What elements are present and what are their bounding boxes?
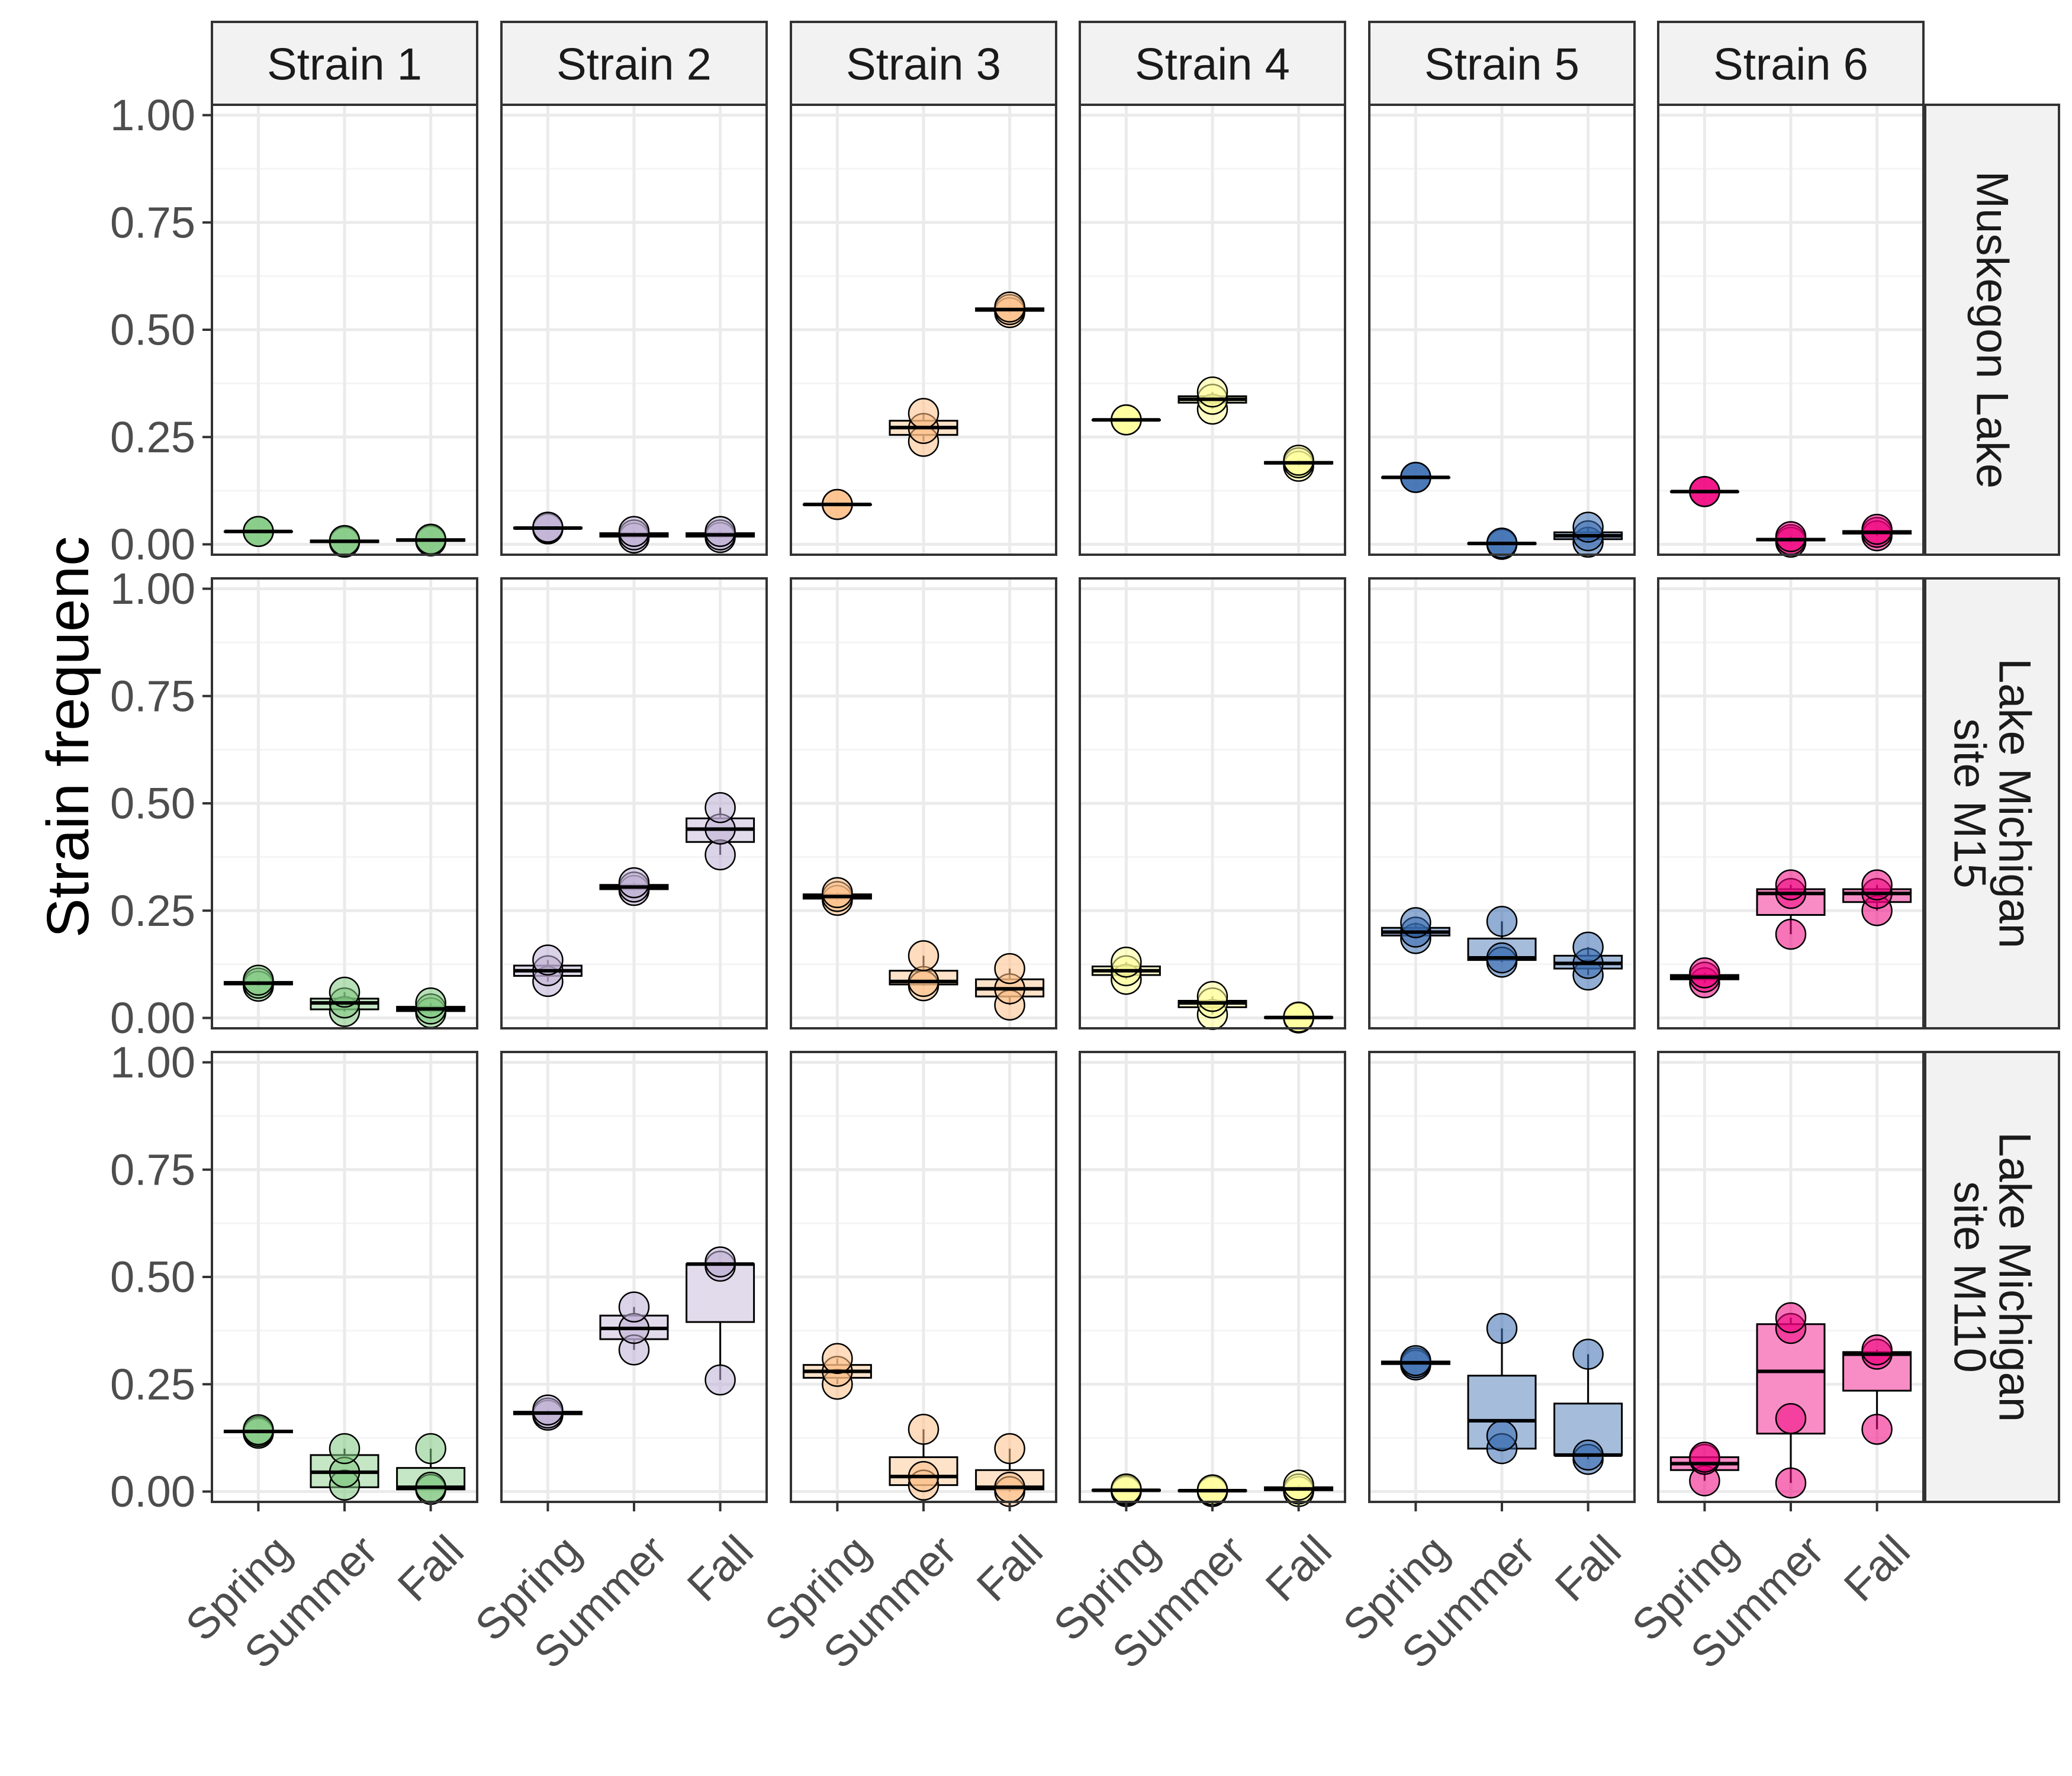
panel-border [500,577,768,1029]
data-point [1775,918,1807,950]
y-tick-label: 0.25 [110,1360,195,1409]
data-point [1689,1442,1720,1473]
data-point [1486,1420,1518,1452]
column-strip [1368,21,1636,106]
data-point [1861,1414,1893,1445]
column-strip-label: Strain 1 [267,40,422,90]
data-point [329,976,361,1008]
column-strip [500,21,768,106]
data-point [415,987,446,1019]
plot-layer: Strain 1 Strain 2 Strain 3 Strain 4 Strain 5… [110,21,2060,1678]
row-strip-label: site M15 [1945,718,1995,888]
y-tick-label: 0.00 [110,520,195,569]
y-tick-label: 0.25 [110,413,195,462]
y-tick-label: 0.25 [110,886,195,935]
data-point [243,964,274,996]
column-strip-label: Strain 4 [1135,40,1290,90]
row-strip-label: Lake Michigan [1990,658,2040,948]
data-point [1775,521,1807,552]
data-point [822,1343,853,1374]
data-point [532,944,564,976]
data-point [1689,957,1720,989]
data-point [1861,1334,1893,1366]
data-point [1196,376,1228,408]
data-point [329,1433,361,1465]
y-axis-title: Strain frequenc [35,536,101,938]
data-point [1775,1403,1807,1434]
panel-border [1079,577,1346,1029]
column-strip [1657,21,1925,106]
column-strip-label: Strain 3 [846,40,1001,90]
y-tick-label: 0.50 [110,779,195,828]
data-point [1572,931,1604,963]
data-point [704,516,736,547]
data-point [1861,513,1893,545]
data-point [704,792,736,823]
data-point [532,1394,564,1426]
data-point [1400,907,1431,938]
panel-border [1657,577,1925,1029]
data-point [618,867,650,899]
column-strip-label: Strain 2 [556,40,712,90]
data-point [1775,1302,1807,1334]
column-strip-label: Strain 6 [1713,40,1868,90]
row-strip-label: Muskegon Lake [1967,171,2018,489]
data-point [908,398,940,429]
y-tick-label: 0.00 [110,1467,195,1516]
y-tick-label: 0.75 [110,198,195,247]
data-point [1283,1469,1314,1501]
row-strip [1924,104,2060,556]
row-strip-label: Lake Michigan [1990,1132,2040,1422]
data-point [994,1433,1025,1465]
data-point [908,940,940,971]
y-tick-label: 0.00 [110,993,195,1043]
data-point [1283,445,1314,476]
data-point [1572,1339,1604,1370]
y-tick-label: 1.00 [110,91,195,140]
y-tick-label: 0.75 [110,1145,195,1194]
data-point [1400,1345,1431,1376]
data-point [994,291,1025,323]
column-strip [1079,21,1346,106]
data-point [415,1433,446,1465]
data-point [1486,906,1518,937]
row-strip [1924,1051,2060,1503]
column-strip-label: Strain 5 [1424,40,1579,90]
column-strip [211,21,478,106]
y-tick-label: 0.50 [110,1253,195,1302]
data-point [994,953,1025,984]
data-point [704,1364,736,1396]
row-strip-label: site M110 [1945,1181,1995,1373]
panel-border [790,577,1057,1029]
data-point [1196,981,1228,1012]
data-point [1775,1467,1807,1499]
y-tick-label: 1.00 [110,564,195,613]
data-point [618,1291,650,1323]
data-point [908,1414,940,1445]
y-tick-label: 0.75 [110,671,195,720]
data-point [704,1246,736,1278]
panel-border [1368,577,1636,1029]
column-strip [790,21,1057,106]
row-strip [1924,577,2060,1029]
data-point [822,877,853,909]
data-point [618,516,650,547]
y-tick-label: 1.00 [110,1038,195,1087]
data-point [1486,1312,1518,1344]
y-tick-label: 0.50 [110,305,195,355]
